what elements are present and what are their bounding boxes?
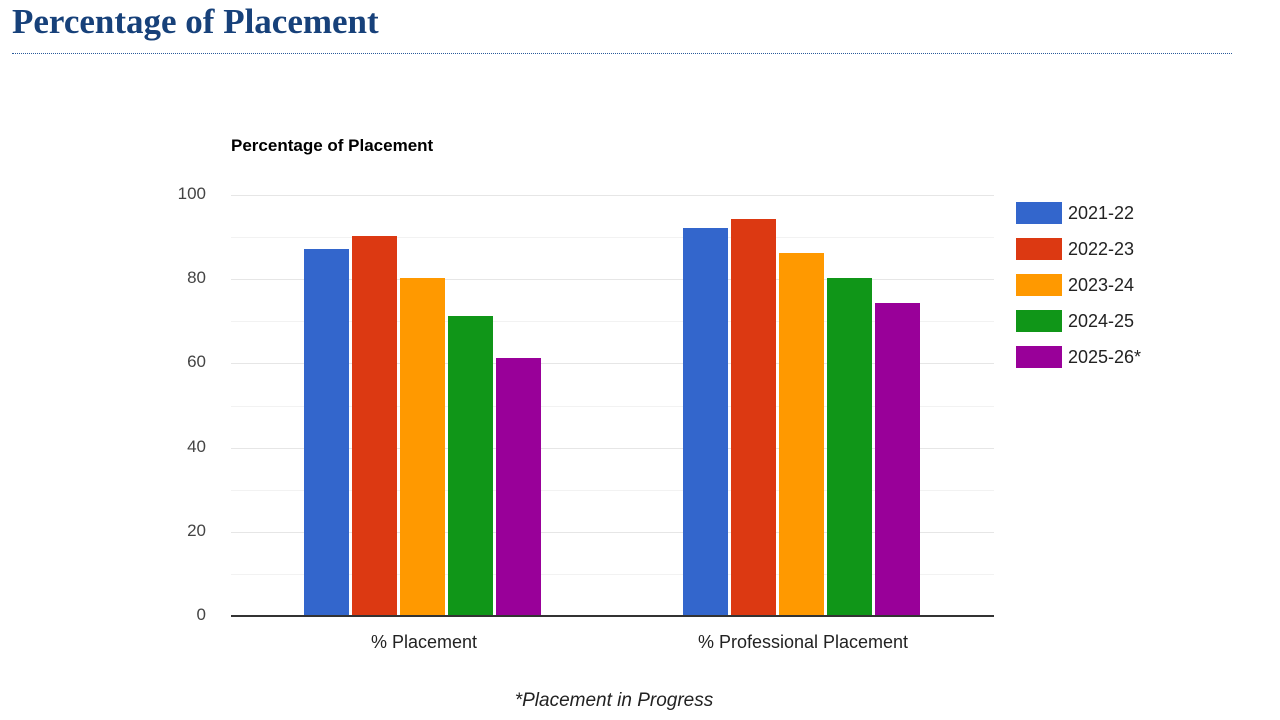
legend-swatch-icon [1016,310,1062,332]
legend-swatch-icon [1016,238,1062,260]
bar[interactable] [875,303,920,615]
plot-area [231,195,994,617]
y-tick-label: 100 [177,184,206,203]
page-title: Percentage of Placement [12,2,379,41]
bar[interactable] [400,278,445,615]
legend-label: 2024-25 [1068,310,1135,331]
bar[interactable] [304,248,349,615]
gridline [231,447,994,449]
gridline [231,321,994,323]
bar[interactable] [827,278,872,615]
legend-item[interactable]: 2021-22 [1016,195,1141,231]
bar[interactable] [731,219,776,615]
legend-label: 2022-23 [1068,238,1135,259]
legend-item[interactable]: 2022-23 [1016,231,1141,267]
gridline [231,237,994,239]
y-tick-label: 40 [187,436,206,456]
bar[interactable] [496,358,541,615]
gridline [231,531,994,533]
x-axis-baseline [231,615,994,617]
bar[interactable] [448,316,493,615]
title-divider [12,53,1232,54]
chart-title: Percentage of Placement [231,136,434,155]
y-tick-label: 20 [187,520,206,540]
legend-item[interactable]: 2025-26* [1016,339,1141,375]
legend-item[interactable]: 2023-24 [1016,267,1141,303]
legend-swatch-icon [1016,346,1062,368]
gridline [231,195,994,196]
legend-label: 2023-24 [1068,274,1135,295]
footnote: *Placement in Progress [514,690,714,711]
legend-item[interactable]: 2024-25 [1016,303,1141,339]
gridline [231,573,994,575]
x-tick-label: % Professional Placement [697,632,909,652]
legend-swatch-icon [1016,274,1062,296]
y-tick-label: 60 [187,352,206,372]
bar[interactable] [683,227,728,615]
gridline [231,279,994,281]
legend-label: 2021-22 [1068,202,1135,223]
gridline [231,405,994,407]
gridline [231,363,994,365]
x-tick-label: % Placement [370,632,478,652]
legend: 2021-22 2022-23 2023-24 2024-25 2025-26* [1016,195,1141,375]
bar[interactable] [352,236,397,615]
bar[interactable] [779,252,824,615]
legend-swatch-icon [1016,202,1062,224]
gridline [231,489,994,491]
y-tick-label: 80 [187,268,206,288]
legend-label: 2025-26* [1068,346,1142,367]
y-tick-label: 0 [196,605,206,624]
